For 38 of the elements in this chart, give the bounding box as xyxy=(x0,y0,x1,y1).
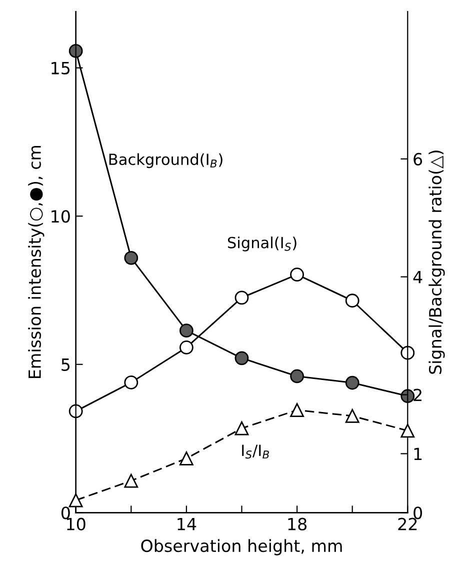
point xyxy=(345,376,360,390)
series-label: I$_{S}$/I$_{B}$ xyxy=(242,444,269,459)
point xyxy=(68,404,83,418)
y-tick-label: 0 xyxy=(61,506,70,520)
point xyxy=(124,376,138,390)
point xyxy=(400,346,415,360)
point xyxy=(234,421,249,436)
point xyxy=(68,493,83,508)
point xyxy=(179,340,194,354)
y2-tick-label: 2 xyxy=(414,388,422,402)
y-tick-label: 10 xyxy=(52,210,70,223)
y2-axis-title: Signal/Background ratio(△) xyxy=(428,150,445,374)
point xyxy=(234,290,249,305)
y-tick-label: 15 xyxy=(52,62,70,74)
point xyxy=(400,424,415,438)
point xyxy=(345,294,360,308)
point xyxy=(234,351,249,366)
x-tick-label: 18 xyxy=(288,518,307,530)
point xyxy=(290,268,304,282)
point xyxy=(345,409,360,423)
point xyxy=(124,250,138,265)
point xyxy=(179,451,194,466)
x-axis-title: Observation height, mm xyxy=(141,539,342,556)
series-label: Background(I$_{B}$) xyxy=(109,153,222,168)
y-axis-title: Emission intensity(○,●), cm xyxy=(28,146,44,378)
point xyxy=(68,44,83,58)
point xyxy=(179,324,194,338)
y-tick-label: 5 xyxy=(62,358,70,371)
x-tick-label: 22 xyxy=(398,518,417,530)
y2-tick-label: 1 xyxy=(414,448,422,460)
y2-tick-label: 6 xyxy=(414,152,422,166)
y2-tick-label: 4 xyxy=(413,271,422,284)
series-label: Signal(I$_{S}$) xyxy=(228,236,296,252)
point xyxy=(290,403,304,418)
y2-tick-label: 0 xyxy=(414,506,422,520)
x-tick-label: 14 xyxy=(178,518,196,530)
point xyxy=(290,369,304,384)
point xyxy=(124,474,138,488)
